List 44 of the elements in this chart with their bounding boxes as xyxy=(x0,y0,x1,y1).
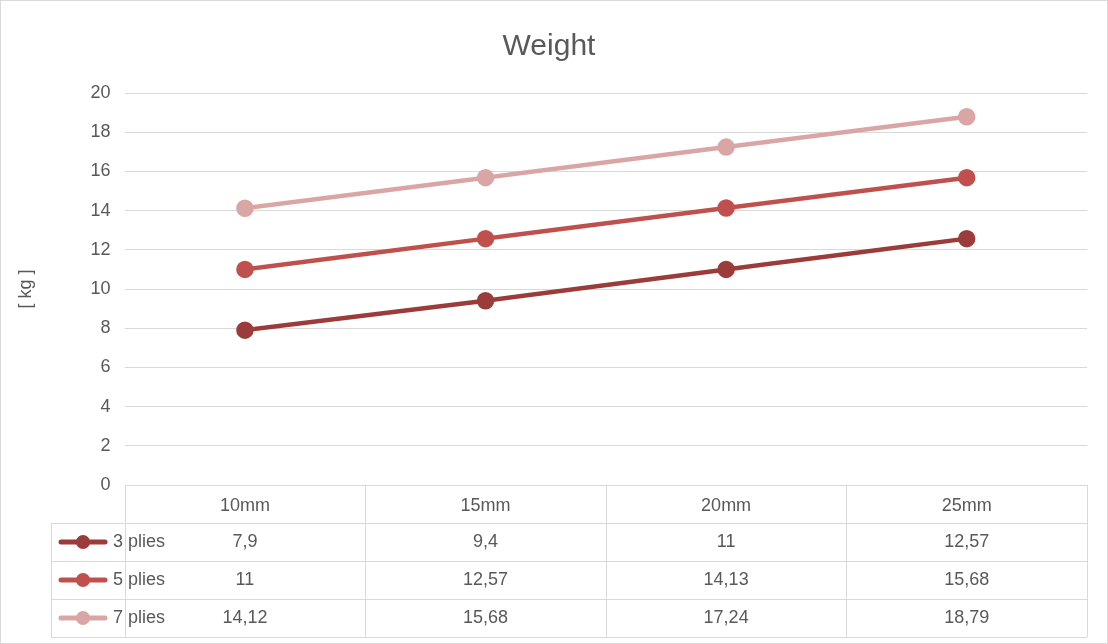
data-label: 14,12 xyxy=(222,606,268,627)
x-tick-label: 25mm xyxy=(941,494,992,515)
point xyxy=(717,199,735,217)
data-label: 17,24 xyxy=(703,606,749,627)
data-label: 14,13 xyxy=(703,568,749,589)
legend-label: 5 plies xyxy=(113,568,166,589)
y-tick-label: 14 xyxy=(90,199,111,220)
x-tick-label: 15mm xyxy=(460,494,511,515)
y-axis-title: [ kg ] xyxy=(14,269,35,309)
x-tick-label: 10mm xyxy=(219,494,270,515)
y-tick-label: 6 xyxy=(100,356,111,377)
y-tick-label: 2 xyxy=(100,434,111,455)
legend-label: 3 plies xyxy=(113,530,166,551)
point xyxy=(957,107,976,126)
data-label: 15,68 xyxy=(462,606,509,627)
point xyxy=(717,260,735,279)
data-label: 18,79 xyxy=(944,606,990,627)
y-tick-label: 8 xyxy=(100,317,111,338)
y-tick-label: 4 xyxy=(100,395,111,416)
point xyxy=(957,229,976,248)
data-label: 11 xyxy=(235,568,255,589)
x-tick-label: 20mm xyxy=(701,494,752,515)
data-label: 12,57 xyxy=(462,568,509,589)
point xyxy=(476,229,495,248)
data-label: 15,68 xyxy=(944,568,990,589)
point xyxy=(957,168,976,187)
y-tick-label: 0 xyxy=(100,473,111,494)
data-label: 12,57 xyxy=(944,530,990,551)
legend-label: 7 plies xyxy=(113,606,166,627)
point xyxy=(717,138,735,156)
chart-title: Weight xyxy=(502,28,597,62)
y-tick-label: 18 xyxy=(90,121,111,142)
point xyxy=(236,321,254,339)
data-label: 11 xyxy=(716,530,736,551)
y-tick-label: 12 xyxy=(90,238,111,259)
point xyxy=(236,260,254,279)
y-tick-label: 20 xyxy=(90,81,111,102)
point xyxy=(476,292,495,310)
point xyxy=(236,199,254,217)
data-label: 9,4 xyxy=(473,530,499,551)
y-tick-label: 16 xyxy=(90,160,111,181)
data-label: 7,9 xyxy=(232,530,258,551)
point xyxy=(476,168,495,187)
y-tick-label: 10 xyxy=(90,277,111,298)
